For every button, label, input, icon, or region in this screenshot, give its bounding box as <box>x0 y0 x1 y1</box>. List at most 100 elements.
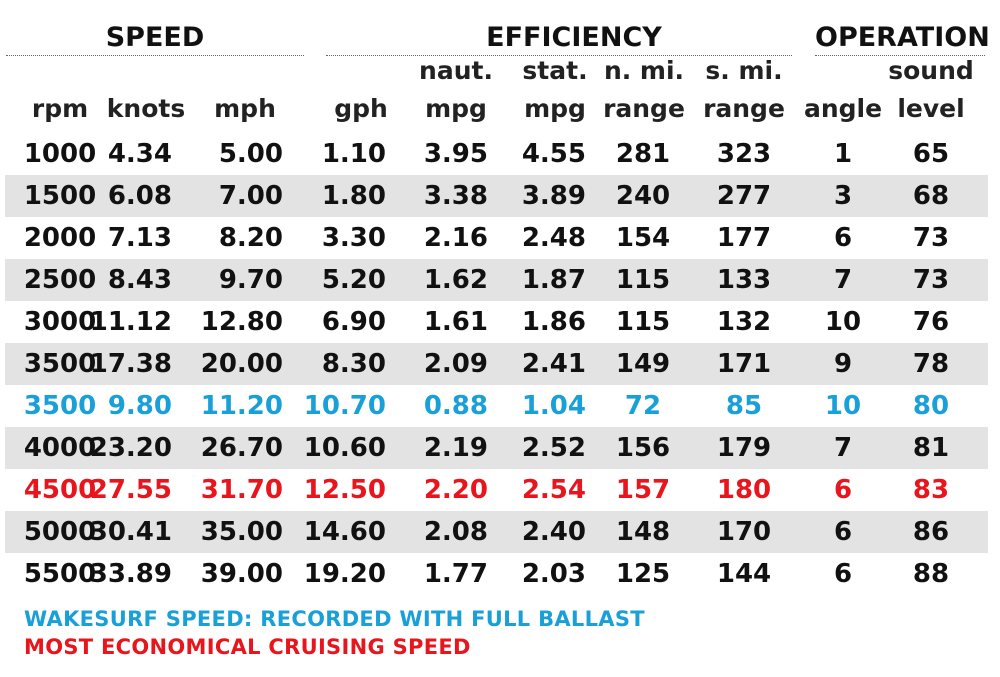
table-cell: 3.38 <box>423 181 488 211</box>
table-cell: 23.20 <box>89 433 172 463</box>
column-header-bottom-5: mpg <box>524 94 586 123</box>
table-cell: 6 <box>833 475 853 505</box>
table-cell: 10 <box>824 391 862 421</box>
table-cell: 20.00 <box>200 349 283 379</box>
table-cell: 72 <box>624 391 662 421</box>
table-cell: 2.40 <box>521 517 586 547</box>
table-cell: 8.30 <box>321 349 386 379</box>
table-cell: 7.00 <box>218 181 283 211</box>
table-cell: 80 <box>912 391 950 421</box>
legend-economical: MOST ECONOMICAL CRUISING SPEED <box>24 635 471 659</box>
table-cell: 81 <box>912 433 950 463</box>
table-cell: 115 <box>615 307 671 337</box>
column-header-bottom-1: knots <box>106 94 186 123</box>
table-cell: 2.52 <box>521 433 586 463</box>
table-cell: 4500 <box>23 475 97 505</box>
table-cell: 9.70 <box>218 265 283 295</box>
table-cell: 179 <box>716 433 772 463</box>
table-cell: 3.30 <box>321 223 386 253</box>
table-cell: 9 <box>833 349 853 379</box>
table-cell: 2.48 <box>521 223 586 253</box>
group-operation-rule <box>815 55 985 56</box>
column-header-bottom-7: range <box>703 94 785 123</box>
table-cell: 35.00 <box>200 517 283 547</box>
table-cell: 11.20 <box>200 391 283 421</box>
table-cell: 8.43 <box>107 265 172 295</box>
table-row: 3500 9.80 11.20 10.70 0.88 1.04 72 85 10 80 <box>5 385 988 427</box>
column-header-bottom-0: rpm <box>31 94 89 123</box>
table-cell: 2500 <box>23 265 97 295</box>
table-cell: 157 <box>615 475 671 505</box>
table-cell: 323 <box>716 139 772 169</box>
table-cell: 10 <box>824 307 862 337</box>
table-cell: 39.00 <box>200 559 283 589</box>
table-cell: 33.89 <box>89 559 172 589</box>
column-header-top-4: naut. <box>419 56 493 85</box>
group-operation-title: OPERATION <box>815 22 990 53</box>
table-cell: 180 <box>716 475 772 505</box>
table-cell: 1000 <box>23 139 97 169</box>
table-row: 3500 17.38 20.00 8.30 2.09 2.41 149 171 9 78 <box>5 343 988 385</box>
table-cell: 1.80 <box>321 181 386 211</box>
group-speed-title: SPEED <box>105 22 205 53</box>
column-header-bottom-6: range <box>603 94 685 123</box>
table-cell: 125 <box>615 559 671 589</box>
table-row: 5000 30.41 35.00 14.60 2.08 2.40 148 170 6 86 <box>5 511 988 553</box>
table-cell: 1.04 <box>521 391 586 421</box>
table-cell: 132 <box>716 307 772 337</box>
table-cell: 2.03 <box>521 559 586 589</box>
table-cell: 3.95 <box>423 139 488 169</box>
table-cell: 1.62 <box>423 265 488 295</box>
table-cell: 5.20 <box>321 265 386 295</box>
table-cell: 6 <box>833 517 853 547</box>
column-header-bottom-9: level <box>897 94 965 123</box>
table-cell: 4.34 <box>107 139 172 169</box>
table-row: 1000 4.34 5.00 1.10 3.95 4.55 281 323 1 65 <box>5 133 988 175</box>
table-cell: 2.16 <box>423 223 488 253</box>
table-cell: 65 <box>912 139 950 169</box>
table-cell: 12.80 <box>200 307 283 337</box>
table-cell: 12.50 <box>303 475 386 505</box>
table-cell: 3500 <box>23 391 97 421</box>
table-cell: 156 <box>615 433 671 463</box>
table-cell: 171 <box>716 349 772 379</box>
table-cell: 14.60 <box>303 517 386 547</box>
table-cell: 11.12 <box>89 307 172 337</box>
table-row: 2000 7.13 8.20 3.30 2.16 2.48 154 177 6 73 <box>5 217 988 259</box>
table-cell: 2.41 <box>521 349 586 379</box>
table-row: 4000 23.20 26.70 10.60 2.19 2.52 156 179 7 81 <box>5 427 988 469</box>
table-cell: 26.70 <box>200 433 283 463</box>
table-cell: 1.61 <box>423 307 488 337</box>
table-cell: 3.89 <box>521 181 586 211</box>
table-cell: 6 <box>833 223 853 253</box>
table-row: 3000 11.12 12.80 6.90 1.61 1.86 115 132 10 76 <box>5 301 988 343</box>
table-cell: 73 <box>912 223 950 253</box>
table-cell: 277 <box>716 181 772 211</box>
group-speed: SPEED <box>6 22 304 56</box>
table-cell: 115 <box>615 265 671 295</box>
table-cell: 88 <box>912 559 950 589</box>
table-cell: 1500 <box>23 181 97 211</box>
table-cell: 6.08 <box>107 181 172 211</box>
table-row: 2500 8.43 9.70 5.20 1.62 1.87 115 133 7 73 <box>5 259 988 301</box>
table-cell: 86 <box>912 517 950 547</box>
table-cell: 281 <box>615 139 671 169</box>
table-cell: 1.10 <box>321 139 386 169</box>
table-cell: 144 <box>716 559 772 589</box>
table-cell: 154 <box>615 223 671 253</box>
table-row: 4500 27.55 31.70 12.50 2.20 2.54 157 180 6 83 <box>5 469 988 511</box>
column-header-bottom-4: mpg <box>425 94 487 123</box>
table-cell: 76 <box>912 307 950 337</box>
table-cell: 240 <box>615 181 671 211</box>
table-cell: 5.00 <box>218 139 283 169</box>
group-speed-rule <box>6 55 304 56</box>
column-header-top-9: sound <box>888 56 974 85</box>
table-cell: 4000 <box>23 433 97 463</box>
table-cell: 2.08 <box>423 517 488 547</box>
table-row: 5500 33.89 39.00 19.20 1.77 2.03 125 144 6 88 <box>5 553 988 595</box>
column-header-top-6: n. mi. <box>603 56 685 85</box>
table-cell: 149 <box>615 349 671 379</box>
table-cell: 177 <box>716 223 772 253</box>
group-efficiency: EFFICIENCY <box>326 22 792 56</box>
table-cell: 2.19 <box>423 433 488 463</box>
